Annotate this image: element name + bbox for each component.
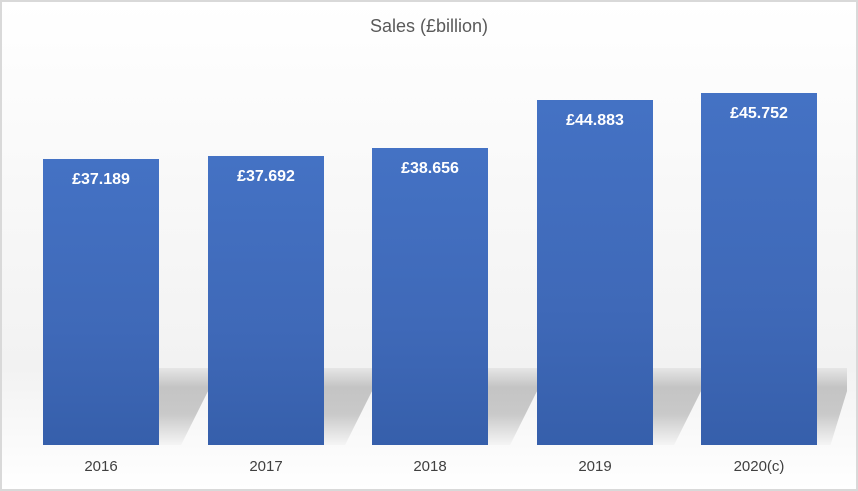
x-tick-label: 2020(c) [733, 458, 785, 475]
data-label: £37.189 [72, 171, 130, 188]
data-label: £38.656 [401, 160, 459, 177]
x-tick-label: 2019 [578, 458, 612, 475]
data-label: £37.692 [237, 168, 295, 185]
data-label: £44.883 [566, 112, 624, 129]
bar-2017: £37.692 [208, 156, 324, 445]
bar-2019: £44.883 [537, 100, 653, 445]
chart-title: Sales (£billion) [369, 16, 489, 36]
x-tick-label: 2016 [84, 458, 118, 475]
bar-2018: £38.656 [372, 148, 488, 445]
bar-2016: £37.189 [43, 159, 159, 445]
x-tick-label: 2017 [249, 458, 283, 475]
bar-2020: £45.752 [701, 93, 817, 445]
data-label: £45.752 [730, 105, 788, 122]
x-tick-label: 2018 [413, 458, 447, 475]
